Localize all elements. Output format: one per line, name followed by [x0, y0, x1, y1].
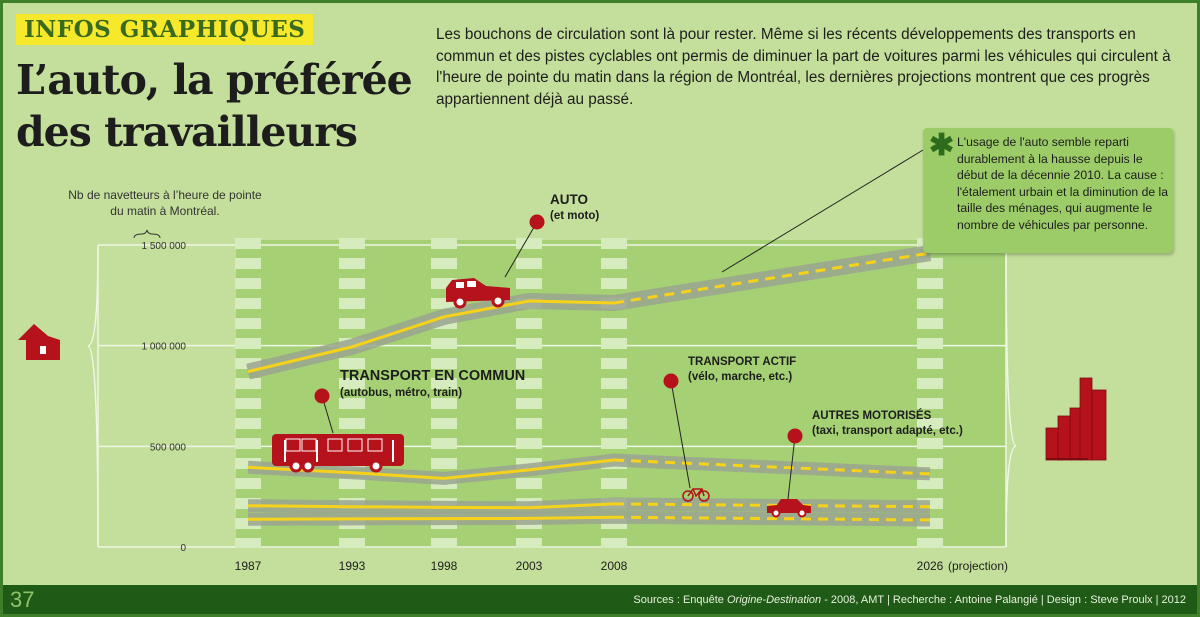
marker-dot: [663, 373, 679, 389]
car-window: [467, 281, 476, 287]
taxi-wheel: [771, 508, 781, 518]
bus-door: [284, 440, 286, 462]
label-auto-sub: (et moto): [550, 210, 600, 222]
bus-icon: [272, 434, 404, 473]
sources-suffix: - 2008, AMT | Recherche : Antoine Palang…: [821, 594, 1186, 606]
left-brace: [87, 244, 99, 548]
x-tick-label: 1993: [339, 559, 366, 573]
label-auto-title: AUTO: [550, 192, 589, 207]
house-icon: [18, 324, 60, 360]
y-axis-label: Nb de navetteurs à l’heure de pointe du …: [68, 188, 262, 218]
callout-leader-line: [721, 149, 924, 273]
taxi-icon: [767, 499, 811, 518]
series-line: [247, 458, 615, 480]
bus-window: [347, 438, 363, 452]
marker-dot: [787, 428, 803, 444]
label-transit: TRANSPORT EN COMMUN (autobus, métro, trai…: [340, 368, 525, 399]
car-wheel: [453, 295, 467, 309]
plot-area: [236, 240, 1006, 548]
series-projection-line: [613, 515, 931, 522]
series-line: [247, 299, 615, 374]
bus-window: [327, 438, 343, 452]
house-body: [18, 324, 60, 360]
car-wheel: [491, 294, 505, 308]
callout-note: ✱ L'usage de l'auto semble reparti durab…: [923, 128, 1173, 253]
building: [1091, 389, 1107, 461]
bus-door: [316, 440, 318, 462]
projection-note: (projection): [948, 559, 1008, 573]
label-other-sub: (taxi, transport adapté, etc.): [812, 425, 963, 437]
sources: Sources : Enquête Origine-Destination - …: [633, 594, 1186, 606]
y-label-brace: [133, 229, 161, 239]
series-line: [247, 502, 615, 510]
label-active-sub: (vélo, marche, etc.): [688, 371, 793, 383]
bus-wheel: [369, 459, 383, 473]
x-tick-label: 1998: [431, 559, 458, 573]
house-window: [40, 346, 46, 354]
sources-italic: Origine-Destination: [726, 594, 822, 606]
label-transit-title: TRANSPORT EN COMMUN: [340, 368, 526, 384]
callout-text: L'usage de l'auto semble reparti durable…: [957, 135, 1168, 232]
y-tick-label: 1 000 000: [142, 342, 187, 353]
bus-wheel: [301, 459, 315, 473]
bus-wheel: [289, 459, 303, 473]
series-projection-line: [613, 251, 931, 305]
page-title: L’auto, la préférée des travailleurs: [16, 56, 413, 156]
bike-frame: [687, 488, 705, 498]
footer: 37 Sources : Enquête Origine-Destination…: [0, 585, 1200, 617]
label-other: AUTRES MOTORISÉS (taxi, transport adapté,…: [812, 410, 963, 437]
bus-window: [367, 438, 383, 452]
marker-dot: [529, 214, 545, 230]
x-tick-label: 1987: [235, 559, 262, 573]
leader-line: [504, 221, 538, 278]
series-projection-line: [613, 502, 931, 509]
intro-text: Les bouchons de circulation sont là pour…: [436, 26, 1171, 108]
bicycle-icon: [682, 488, 710, 502]
label-active-title: TRANSPORT ACTIF: [688, 356, 797, 368]
y-tick-label: 1 500 000: [142, 241, 187, 252]
leader-line: [670, 380, 691, 489]
x-tick-label: 2026: [917, 559, 944, 573]
marker-dot: [314, 388, 330, 404]
car-icon: [446, 278, 510, 309]
car-window: [456, 282, 464, 288]
taxi-wheel: [797, 508, 807, 518]
label-other-title: AUTRES MOTORISÉS: [812, 410, 932, 422]
label-auto: AUTO (et moto): [550, 192, 599, 222]
leader-line: [787, 435, 796, 500]
page-number: 37: [10, 587, 35, 612]
bike-wheel: [682, 490, 694, 502]
asterisk-icon: ✱: [929, 129, 955, 162]
city-icon: [1045, 377, 1107, 461]
label-transit-sub: (autobus, métro, train): [340, 387, 463, 399]
bus-body: [272, 434, 404, 466]
bus-door: [392, 440, 394, 462]
city-ground: [1046, 458, 1088, 460]
right-brace: [1005, 244, 1017, 548]
x-tick-label: 2003: [516, 559, 543, 573]
y-tick-label: 0: [180, 543, 186, 554]
bike-wheel: [698, 490, 710, 502]
x-tick-label: 2008: [601, 559, 628, 573]
y-tick-label: 500 000: [150, 442, 187, 453]
building: [1079, 377, 1093, 461]
sources-prefix: Sources : Enquête: [633, 594, 727, 606]
section-tag: INFOS GRAPHIQUES: [16, 14, 314, 45]
series-line: [247, 515, 615, 521]
series-projection-line: [613, 458, 931, 476]
label-active: TRANSPORT ACTIF (vélo, marche, etc.): [688, 356, 796, 383]
